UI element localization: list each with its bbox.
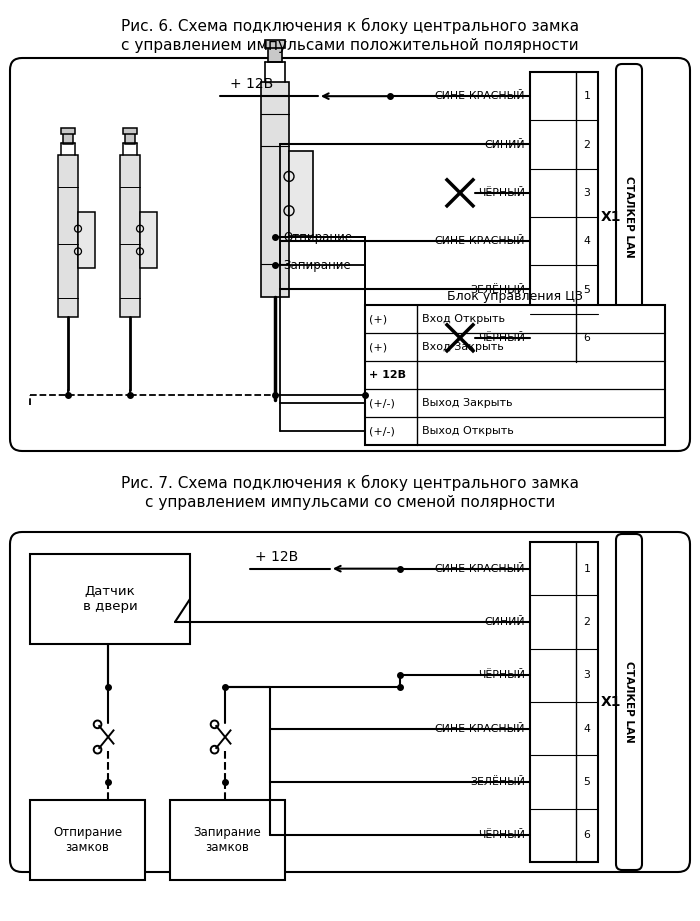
Bar bbox=[30, 554, 190, 644]
Text: 6: 6 bbox=[584, 332, 590, 343]
Bar bbox=[78, 212, 95, 268]
Bar bbox=[268, 47, 282, 62]
Bar bbox=[365, 305, 665, 445]
Text: ЧЁРНЫЙ: ЧЁРНЫЙ bbox=[478, 188, 525, 198]
Text: Датчик
в двери: Датчик в двери bbox=[83, 585, 137, 613]
Text: 5: 5 bbox=[584, 285, 590, 295]
Text: СИНЕ-КРАСНЫЙ: СИНЕ-КРАСНЫЙ bbox=[435, 724, 525, 734]
Text: Х1: Х1 bbox=[601, 210, 622, 224]
Bar bbox=[140, 212, 157, 268]
Text: 1: 1 bbox=[584, 91, 590, 101]
Text: СИНЕ-КРАСНЫЙ: СИНЕ-КРАСНЫЙ bbox=[435, 91, 525, 101]
Text: СИНЕ-КРАСНЫЙ: СИНЕ-КРАСНЫЙ bbox=[435, 564, 525, 574]
Bar bbox=[289, 151, 313, 237]
Text: ЧЁРНЫЙ: ЧЁРНЫЙ bbox=[478, 332, 525, 343]
Bar bbox=[170, 800, 285, 880]
Text: + 12В: + 12В bbox=[369, 370, 406, 380]
Text: 6: 6 bbox=[584, 831, 590, 840]
Text: Отпирание
замков: Отпирание замков bbox=[53, 826, 122, 854]
Text: (+): (+) bbox=[369, 314, 387, 324]
Text: с управлением импульсами со сменой полярности: с управлением импульсами со сменой поляр… bbox=[145, 495, 555, 510]
Text: 3: 3 bbox=[584, 670, 590, 681]
Text: Х1: Х1 bbox=[601, 695, 622, 709]
Text: (+): (+) bbox=[369, 342, 387, 352]
Text: Отпирание: Отпирание bbox=[283, 230, 352, 243]
Bar bbox=[63, 133, 73, 144]
Text: Вход Закрыть: Вход Закрыть bbox=[422, 342, 504, 352]
Text: ЧЁРНЫЙ: ЧЁРНЫЙ bbox=[478, 670, 525, 681]
Bar bbox=[30, 800, 145, 880]
Text: + 12В: + 12В bbox=[255, 550, 298, 564]
Text: СТАЛКЕР LAN: СТАЛКЕР LAN bbox=[624, 661, 634, 743]
Text: 1: 1 bbox=[584, 564, 590, 574]
Text: СИНЕ-КРАСНЫЙ: СИНЕ-КРАСНЫЙ bbox=[435, 236, 525, 246]
FancyBboxPatch shape bbox=[10, 58, 690, 451]
FancyBboxPatch shape bbox=[10, 532, 690, 872]
Bar bbox=[125, 133, 135, 144]
Text: ЗЕЛЁНЫЙ: ЗЕЛЁНЫЙ bbox=[470, 285, 525, 295]
FancyBboxPatch shape bbox=[616, 64, 642, 370]
Bar bbox=[261, 82, 289, 297]
Text: 4: 4 bbox=[584, 724, 590, 734]
Text: Рис. 7. Схема подключения к блоку центрального замка: Рис. 7. Схема подключения к блоку центра… bbox=[121, 475, 579, 491]
Text: ЧЁРНЫЙ: ЧЁРНЫЙ bbox=[478, 831, 525, 840]
Text: 2: 2 bbox=[584, 617, 590, 627]
Text: ЗЕЛЁНЫЙ: ЗЕЛЁНЫЙ bbox=[470, 777, 525, 787]
Bar bbox=[120, 155, 140, 317]
Text: + 12В: + 12В bbox=[230, 77, 273, 91]
Bar bbox=[265, 40, 285, 48]
Text: Выход Открыть: Выход Открыть bbox=[422, 426, 514, 436]
Text: СИНИЙ: СИНИЙ bbox=[484, 139, 525, 149]
FancyBboxPatch shape bbox=[616, 534, 642, 870]
Text: СИНИЙ: СИНИЙ bbox=[484, 617, 525, 627]
Text: 5: 5 bbox=[584, 777, 590, 787]
Text: с управлением импульсами положительной полярности: с управлением импульсами положительной п… bbox=[121, 38, 579, 53]
Bar bbox=[530, 542, 598, 862]
Text: (+/-): (+/-) bbox=[369, 398, 395, 408]
Bar bbox=[123, 128, 137, 134]
Text: Блок управления ЦЗ: Блок управления ЦЗ bbox=[447, 290, 583, 303]
Text: Рис. 6. Схема подключения к блоку центрального замка: Рис. 6. Схема подключения к блоку центра… bbox=[121, 18, 579, 34]
Bar bbox=[58, 155, 78, 317]
Text: Запирание: Запирание bbox=[283, 259, 351, 272]
Text: Выход Закрыть: Выход Закрыть bbox=[422, 398, 512, 408]
Text: Вход Открыть: Вход Открыть bbox=[422, 314, 505, 324]
Text: Запирание
замков: Запирание замков bbox=[194, 826, 261, 854]
Bar bbox=[530, 72, 598, 362]
Text: 4: 4 bbox=[584, 236, 590, 246]
Text: СТАЛКЕР LAN: СТАЛКЕР LAN bbox=[624, 176, 634, 258]
Text: (+/-): (+/-) bbox=[369, 426, 395, 436]
Text: 3: 3 bbox=[584, 188, 590, 198]
Bar bbox=[61, 128, 75, 134]
Text: 2: 2 bbox=[584, 139, 590, 149]
